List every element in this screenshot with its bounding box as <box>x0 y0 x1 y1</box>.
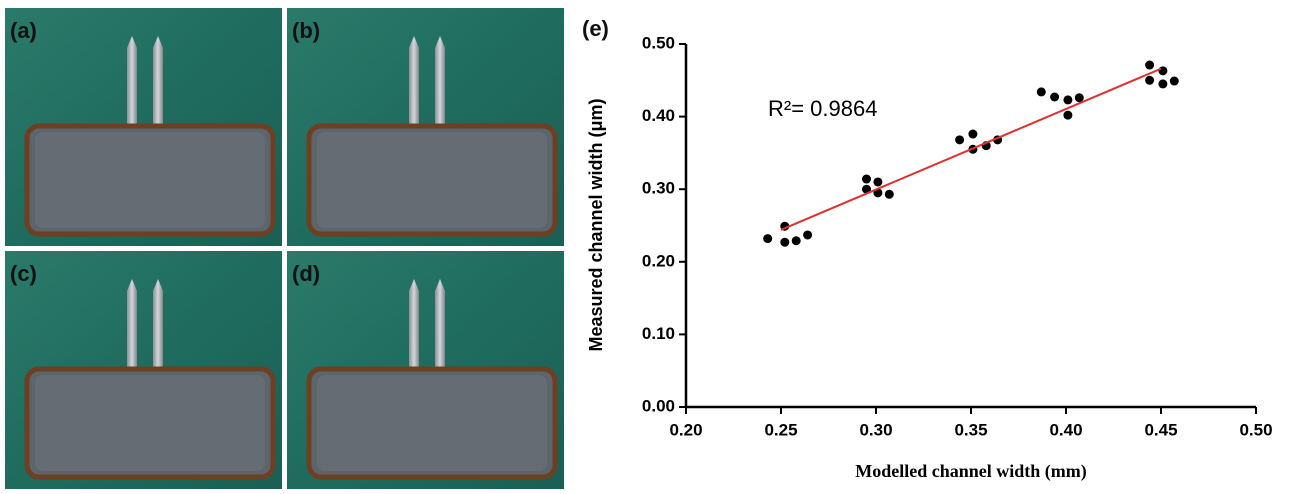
y-tick-label: 0.00 <box>642 396 675 415</box>
panel-label: (e) <box>582 16 609 41</box>
point <box>780 237 790 247</box>
x-axis-label: Modelled channel width (mm) <box>855 461 1087 482</box>
y-tick-label: 0.40 <box>642 106 675 125</box>
y-tick-label: 0.30 <box>642 179 675 198</box>
y-tick-label: 0.20 <box>642 251 675 270</box>
point <box>1158 79 1168 89</box>
photo-d <box>287 251 564 489</box>
photo-a <box>5 8 282 246</box>
point <box>1169 76 1179 86</box>
x-tick-label: 0.45 <box>1144 420 1177 439</box>
x-tick-label: 0.30 <box>859 420 892 439</box>
photo-c <box>5 251 282 489</box>
point <box>873 177 883 187</box>
panel-label: (d) <box>292 261 320 286</box>
point <box>968 129 978 139</box>
x-tick-label: 0.50 <box>1239 420 1272 439</box>
point <box>862 174 871 184</box>
panel-label: (c) <box>10 261 37 286</box>
panel-label: (a) <box>10 18 37 43</box>
point <box>1145 75 1155 85</box>
point <box>803 230 813 240</box>
y-tick-label: 0.50 <box>642 33 675 52</box>
point <box>1063 110 1073 120</box>
point <box>884 189 894 199</box>
y-tick-label: 0.10 <box>642 324 675 343</box>
point <box>1050 92 1060 102</box>
x-tick-label: 0.40 <box>1049 420 1082 439</box>
annotation: R²= 0.9864 <box>768 96 877 121</box>
point <box>862 184 871 194</box>
photo-b <box>287 8 564 246</box>
point <box>1074 93 1084 103</box>
point <box>1158 66 1168 76</box>
panel-label: (b) <box>292 18 320 43</box>
x-tick-label: 0.35 <box>954 420 987 439</box>
point <box>763 234 773 244</box>
point <box>1036 87 1046 97</box>
point <box>955 135 965 145</box>
point <box>1063 95 1073 105</box>
x-tick-label: 0.20 <box>669 420 702 439</box>
x-tick-label: 0.25 <box>764 420 797 439</box>
point <box>1145 60 1155 70</box>
y-axis-label: Measured channel width (μm) <box>586 98 606 351</box>
point <box>791 236 801 246</box>
fit-line <box>780 67 1162 231</box>
